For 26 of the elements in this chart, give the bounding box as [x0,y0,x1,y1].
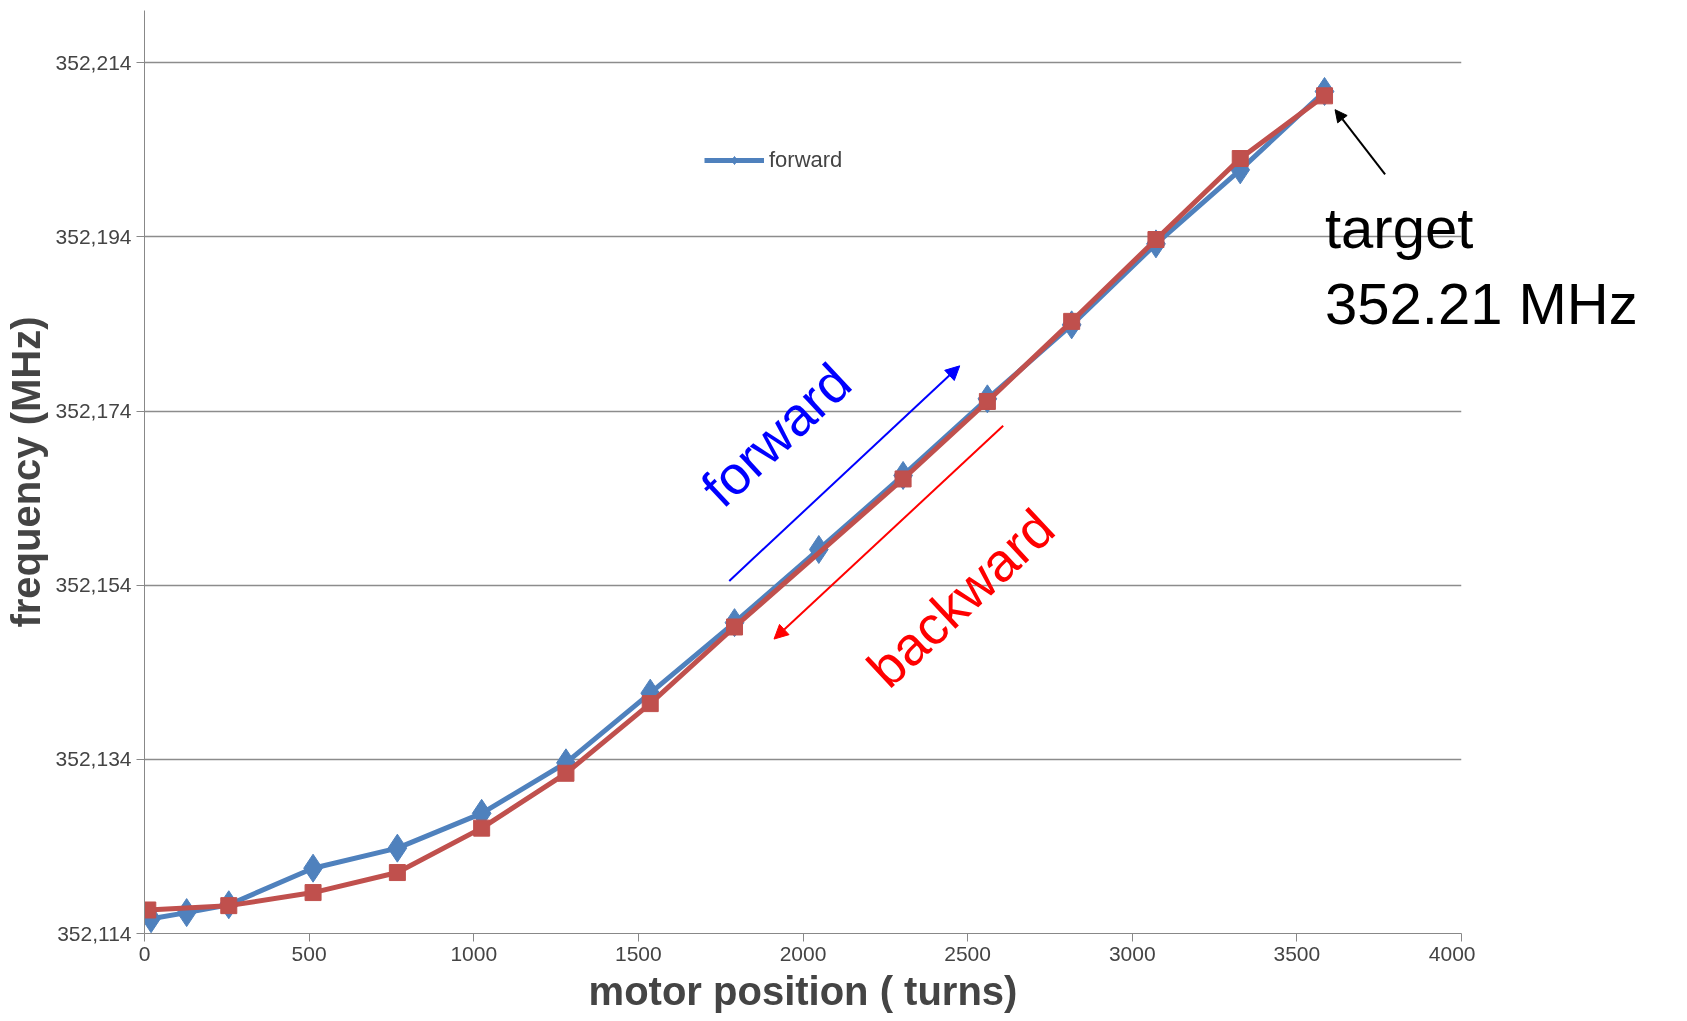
x-tick-label: 1000 [450,941,498,965]
x-tick-label: 2000 [779,941,827,965]
y-tick-label: 352,114 [57,921,132,945]
point [304,884,322,902]
annotation: target 352.21 MHz [1325,194,1638,338]
point [557,764,575,782]
x-axis-title: motor position ( turns) [588,968,1018,1013]
x-tick-label: 500 [291,941,327,965]
x-tick-label: 4000 [1428,941,1476,965]
x-tick-label: 3500 [1273,941,1321,965]
x-tick-label: 1500 [615,941,662,965]
y-axis-title: frequency (MHz) [3,316,48,628]
point [473,819,491,837]
legend-label: forward [769,147,843,173]
x-tick-label: 3000 [1108,941,1156,965]
y-tick-label: 352,194 [55,224,132,248]
point [387,833,408,863]
y-tick-label: 352,214 [55,50,132,74]
x-tick-label: 0 [138,941,151,965]
point [388,864,406,882]
point [641,695,659,713]
y-tick-label: 352,174 [55,399,132,423]
x-tick-label: 2500 [944,941,991,965]
y-tick-label: 352,134 [55,747,132,771]
y-tick-label: 352,154 [55,573,132,597]
point [1231,150,1249,168]
